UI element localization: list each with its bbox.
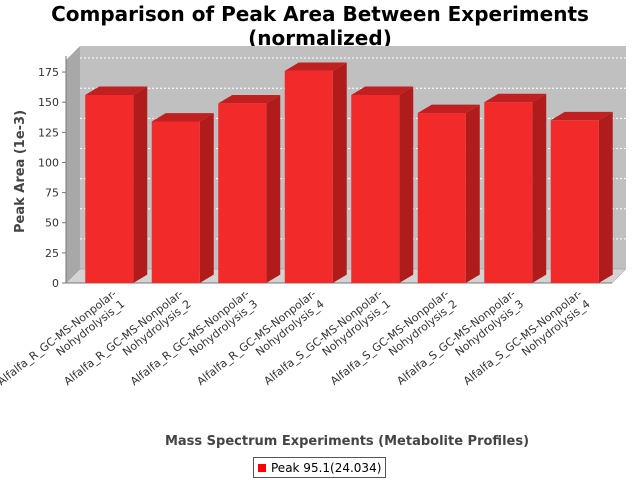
bar-front	[85, 94, 134, 283]
y-tick-label: 100	[38, 156, 59, 169]
y-tick-label: 175	[38, 66, 59, 79]
y-tick-label: 75	[45, 187, 59, 200]
bar-top	[218, 94, 281, 104]
y-tick-label: 150	[38, 96, 59, 109]
y-tick-label: 0	[52, 277, 59, 290]
bar-front	[484, 102, 533, 284]
bar	[484, 93, 547, 284]
bar	[417, 104, 480, 283]
bar-top	[417, 104, 480, 114]
bar-front	[550, 120, 599, 284]
y-tick-label: 25	[45, 247, 59, 260]
legend: Peak 95.1(24.034)	[253, 457, 387, 478]
bar-top	[284, 62, 347, 71]
bar	[550, 111, 613, 284]
plot-side-wall	[66, 46, 80, 283]
bar	[218, 94, 281, 283]
y-tick-label: 125	[38, 126, 59, 139]
bar-side	[598, 111, 613, 283]
bar	[351, 86, 414, 283]
bar-side	[532, 93, 547, 284]
bar-top	[151, 113, 214, 122]
chart-title: Comparison of Peak Area Between Experime…	[0, 2, 640, 50]
chart-title-line-1: Comparison of Peak Area Between Experime…	[51, 2, 589, 26]
bar-top	[550, 111, 613, 121]
bar	[284, 62, 347, 283]
bar-side	[332, 62, 347, 283]
bar-side	[465, 104, 480, 283]
legend-swatch	[258, 463, 266, 472]
bar-front	[218, 103, 267, 283]
bar-side	[199, 113, 214, 283]
y-axis-title: Peak Area (1e-3)	[13, 110, 28, 233]
bar-top	[85, 86, 148, 95]
bar-front	[151, 121, 200, 283]
bar-front	[351, 94, 400, 283]
bar-side	[133, 86, 148, 283]
bar-side	[266, 94, 281, 283]
bar	[151, 113, 214, 283]
x-axis-title: Mass Spectrum Experiments (Metabolite Pr…	[165, 434, 529, 449]
bar	[85, 86, 148, 283]
bar-side	[399, 86, 414, 283]
bar-top	[351, 86, 414, 95]
y-tick-label: 50	[45, 217, 59, 230]
legend-label: Peak 95.1(24.034)	[271, 460, 382, 475]
bar-front	[284, 70, 333, 283]
bar-top	[484, 93, 547, 103]
x-tick-label-line: Alfalfa_R_GC-MS-Nonpolar-	[0, 287, 119, 388]
bar-front	[417, 113, 466, 283]
